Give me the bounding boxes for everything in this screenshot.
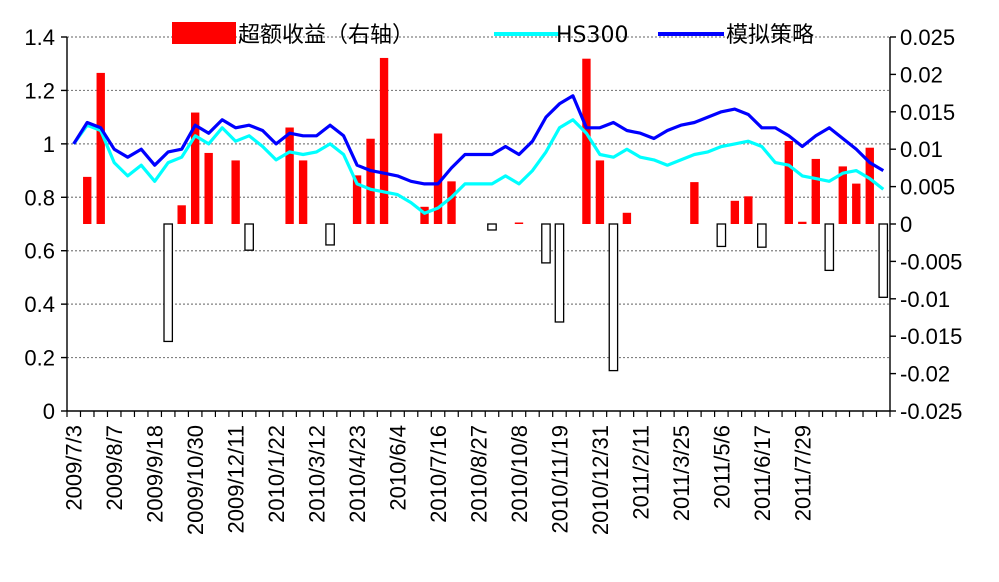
bar-excess-return [852,183,861,224]
series-lines [72,94,885,215]
line-strategy [72,94,885,186]
right-axis-tick-label: 0 [900,212,912,237]
x-axis-tick-label: 2009/10/30 [183,425,208,535]
bar-excess-return [514,222,524,224]
x-axis-tick-label: 2010/10/8 [507,425,532,523]
left-axis-tick-label: 0.4 [24,292,55,317]
bar-excess-return [420,206,429,224]
right-axis-tick-label: -0.015 [900,324,962,349]
x-axis-tick-label: 2011/6/17 [750,425,775,521]
bar-excess-return [231,160,240,224]
x-axis-tick-label: 2009/12/11 [224,425,249,533]
right-axis-tick-label: 0.02 [900,62,943,87]
x-axis-tick-label: 2011/5/6 [709,425,734,509]
right-axis-tick-label: 0.025 [900,25,955,50]
x-axis-tick-label: 2010/3/12 [305,425,330,523]
bar-excess-return [177,205,186,224]
excess-return-bars [83,57,889,372]
bar-excess-return [582,58,591,224]
axes: 0 0.2 0.4 0.6 0.8 1 1.2 1.4 -0.025 -0.02 -0.015 -0.… [24,25,962,535]
left-axis-tick-label: 1.4 [24,25,55,50]
x-axis-tick-label: 2011/7/29 [790,425,815,521]
bar-excess-return [690,182,699,224]
x-axis-tick-label: 2010/8/27 [467,425,492,523]
left-axis-tick-label: 1 [43,132,55,157]
bar-excess-return [730,200,740,224]
legend-label-hs300: HS300 [556,23,629,48]
bar-excess-return [756,223,767,248]
bar-excess-return [622,212,632,224]
bar-excess-return [366,138,375,224]
x-axis-tick-label: 2010/4/23 [345,425,370,523]
bar-excess-return [595,160,605,224]
left-axis-tick-label: 0.2 [24,346,55,371]
bar-excess-return [379,57,389,224]
left-axis-tick-label: 0.6 [24,239,55,264]
bar-excess-return [784,140,793,224]
right-axis-tick-label: -0.01 [900,287,950,312]
left-axis-tick-label: 0.8 [24,185,55,210]
x-axis-tick-label: 2010/1/22 [264,425,289,523]
bar-excess-return [204,152,213,224]
x-axis-tick-label: 2010/12/31 [588,425,613,535]
right-axis-tick-label: -0.02 [900,362,950,387]
bar-excess-return [285,127,294,224]
bar-excess-return [811,158,820,224]
bar-excess-return [96,72,105,225]
bar-excess-return [608,223,619,372]
bar-excess-return [824,223,835,272]
line-hs300 [72,118,885,215]
legend: 超额收益（右轴） HS300 模拟策略 [172,22,814,48]
legend-swatch-bar [172,22,236,44]
legend-label-excess: 超额收益（右轴） [238,23,414,48]
right-axis-tick-label: 0.015 [900,100,955,125]
legend-label-strategy: 模拟策略 [726,23,814,48]
right-axis-tick-label: 0.005 [900,175,955,200]
bar-excess-return [487,223,497,231]
x-axis-tick-label: 2010/6/4 [386,425,411,511]
left-axis-tick-label: 0 [43,399,55,424]
bar-excess-return [325,223,335,246]
bar-excess-return [447,181,456,224]
x-axis-tick-label: 2011/3/25 [669,425,694,521]
x-axis-tick-label: 2009/9/18 [143,425,168,523]
x-axis-tick-label: 2009/7/3 [62,425,87,511]
bar-excess-return [554,223,565,323]
bar-excess-return [298,160,308,224]
right-axis-tick-label: 0.01 [900,137,943,162]
bar-excess-return [716,223,727,248]
bar-excess-return [865,147,874,224]
bar-excess-return [83,176,92,224]
x-axis-tick-label: 2011/2/11 [628,425,653,520]
gridlines [67,36,890,359]
left-axis-tick-label: 1.2 [24,78,55,103]
bar-excess-return [190,112,200,224]
bar-excess-return [244,223,254,251]
right-axis-tick-label: -0.005 [900,249,962,274]
bar-excess-return [163,223,174,343]
bar-excess-return [744,196,753,224]
bar-excess-return [838,166,847,224]
bar-excess-return [798,221,807,224]
x-axis-tick-label: 2009/8/7 [102,425,127,511]
x-axis-tick-label: 2010/7/16 [426,425,451,523]
right-axis-tick-label: -0.025 [900,399,962,424]
bar-excess-return [433,133,443,224]
bar-excess-return [541,223,551,264]
bar-excess-return [352,175,362,224]
bar-excess-return [878,223,889,298]
x-axis-tick-label: 2010/11/19 [547,425,572,533]
